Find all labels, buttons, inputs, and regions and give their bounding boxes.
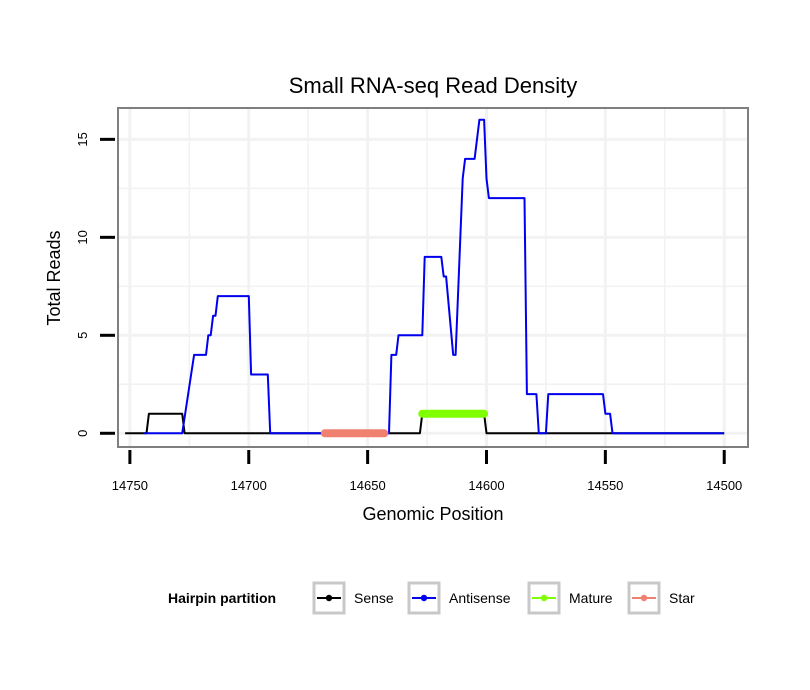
- y-tick-label: 15: [75, 132, 90, 146]
- y-axis-label: Total Reads: [44, 230, 64, 325]
- plot-border: [117, 107, 749, 448]
- x-tick-label: 14500: [706, 478, 742, 493]
- x-tick-label: 14650: [350, 478, 386, 493]
- chart-title: Small RNA-seq Read Density: [289, 73, 578, 98]
- x-axis-label: Genomic Position: [362, 504, 503, 524]
- legend-key-point: [640, 594, 648, 602]
- y-tick-label: 5: [75, 332, 90, 339]
- x-tick-label: 14550: [587, 478, 623, 493]
- y-tick-label: 0: [75, 430, 90, 437]
- legend-title: Hairpin partition: [168, 590, 276, 606]
- legend-label-star: Star: [669, 590, 695, 606]
- legend: Sense Antisense Mature Star: [312, 581, 695, 615]
- x-tick-label: 14750: [112, 478, 148, 493]
- x-axis: 14750 14700 14650 14600 14550 14500: [112, 450, 742, 493]
- y-axis: 0 5 10 15: [75, 132, 115, 437]
- legend-key-point: [540, 594, 548, 602]
- x-tick-label: 14600: [468, 478, 504, 493]
- legend-key-point: [420, 594, 428, 602]
- legend-key-point: [325, 594, 333, 602]
- legend-label-sense: Sense: [354, 590, 394, 606]
- series-line-antisense: [144, 118, 725, 435]
- x-tick-label: 14700: [231, 478, 267, 493]
- series-lines: [125, 118, 725, 438]
- grid: [118, 108, 748, 447]
- y-tick-label: 10: [75, 230, 90, 244]
- legend-label-antisense: Antisense: [449, 590, 511, 606]
- legend-label-mature: Mature: [569, 590, 613, 606]
